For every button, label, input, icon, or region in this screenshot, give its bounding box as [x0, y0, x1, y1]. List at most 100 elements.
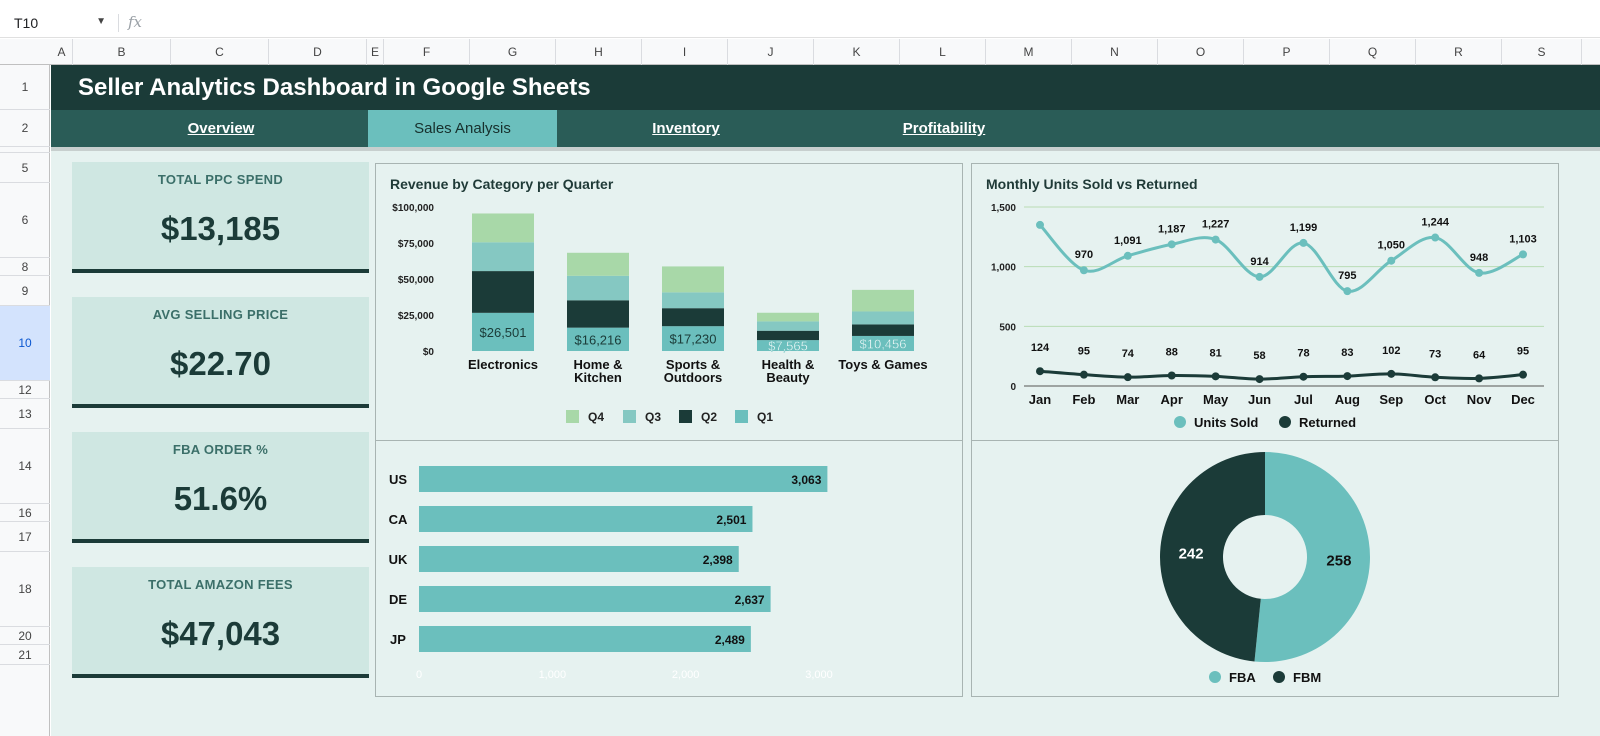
column-header-j[interactable]: J: [728, 39, 814, 65]
row-header-2[interactable]: 2: [0, 110, 50, 147]
revenue-chart-panel[interactable]: Revenue by Category per Quarter $0 $25,00…: [375, 163, 963, 441]
column-header-h[interactable]: H: [556, 39, 642, 65]
category-label: Toys & Games: [838, 357, 927, 372]
column-header-g[interactable]: G: [470, 39, 556, 65]
column-header-p[interactable]: P: [1244, 39, 1330, 65]
kpi-value: $13,185: [160, 210, 281, 247]
y-tick-label: $0: [423, 347, 435, 358]
name-box[interactable]: T10 ▼: [8, 12, 112, 34]
data-label: 102: [1382, 345, 1400, 357]
data-label: $16,216: [575, 332, 622, 347]
legend-marker: [1273, 671, 1285, 683]
category-label: DE: [389, 592, 407, 607]
x-tick-label: 1,000: [539, 669, 567, 681]
x-tick-label: Mar: [1116, 392, 1139, 407]
series-line-returned: [1039, 369, 1524, 381]
data-point: [1036, 220, 1044, 229]
y-tick-label: $75,000: [398, 239, 435, 250]
kpi-label: TOTAL PPC SPEND: [157, 172, 284, 187]
data-label: $26,501: [480, 325, 527, 340]
data-label: 2,501: [716, 513, 746, 527]
legend-marker: [1209, 671, 1221, 683]
dashboard-title: Seller Analytics Dashboard in Google She…: [51, 65, 1600, 110]
column-header-c[interactable]: C: [171, 39, 269, 65]
column-header-i[interactable]: I: [642, 39, 728, 65]
kpi-label: TOTAL AMAZON FEES: [148, 577, 293, 592]
data-label: 914: [1250, 256, 1269, 268]
tab-profitability[interactable]: Profitability: [902, 120, 986, 137]
row-header-12[interactable]: 12: [0, 381, 50, 399]
data-label: 1,244: [1421, 217, 1449, 229]
data-point: [1255, 272, 1264, 281]
column-header-q[interactable]: Q: [1330, 39, 1416, 65]
row-header-5[interactable]: 5: [0, 153, 50, 183]
data-label: 242: [1179, 545, 1204, 562]
data-label: 1,050: [1378, 240, 1406, 252]
row-header-18[interactable]: 18: [0, 552, 50, 627]
tab-overview[interactable]: Overview: [187, 120, 255, 137]
bar: [419, 506, 753, 532]
legend-label: Q4: [588, 410, 604, 424]
data-point: [1079, 370, 1088, 379]
column-header-b[interactable]: B: [73, 39, 171, 65]
column-header-r[interactable]: R: [1416, 39, 1502, 65]
category-label: Home &: [573, 357, 622, 372]
row-header-8[interactable]: 8: [0, 258, 50, 276]
country-bar-chart: US 3,063 CA 2,501 UK 2,398 DE 2,637 JP 2,489 0 1,00…: [389, 466, 833, 681]
country-bar-chart-panel[interactable]: US 3,063 CA 2,501 UK 2,398 DE 2,637 JP 2,489 0 1,00…: [375, 440, 963, 697]
category-label: Beauty: [766, 370, 810, 385]
data-label: 64: [1473, 349, 1486, 361]
data-label: 81: [1210, 347, 1222, 359]
bar-segment-q3: [852, 311, 914, 325]
legend-swatch-q1: [735, 410, 748, 423]
row-header-14[interactable]: 14: [0, 429, 50, 504]
data-point: [1475, 268, 1484, 277]
row-header-17[interactable]: 17: [0, 522, 50, 552]
category-label: JP: [390, 632, 406, 647]
row-header-10[interactable]: 10: [0, 306, 50, 381]
data-label: 124: [1031, 342, 1050, 354]
column-header-n[interactable]: N: [1072, 39, 1158, 65]
fulfillment-donut-chart: 258 242 FBA FBM: [1160, 452, 1370, 685]
row-header-16[interactable]: 16: [0, 504, 50, 522]
row-header-20[interactable]: 20: [0, 627, 50, 645]
column-header-f[interactable]: F: [384, 39, 470, 65]
column-header-o[interactable]: O: [1158, 39, 1244, 65]
kpi-card-avg-selling-price: AVG SELLING PRICE $22.70: [72, 297, 369, 408]
column-header-e[interactable]: E: [367, 39, 384, 65]
column-header-s[interactable]: S: [1502, 39, 1582, 65]
tab-inventory[interactable]: Inventory: [652, 120, 720, 137]
chevron-down-icon[interactable]: ▼: [96, 16, 106, 27]
column-header-m[interactable]: M: [986, 39, 1072, 65]
row-header-4[interactable]: [0, 147, 50, 153]
column-header-a[interactable]: A: [51, 39, 73, 65]
data-label: 2,637: [735, 593, 765, 607]
category-label: Health &: [762, 357, 815, 372]
data-label: 948: [1470, 252, 1488, 264]
kpi-value: $47,043: [160, 615, 281, 652]
data-label: $7,565: [768, 339, 808, 354]
tab-sales-analysis[interactable]: Sales Analysis: [368, 110, 557, 147]
legend-label: Returned: [1299, 415, 1356, 430]
row-header-13[interactable]: 13: [0, 399, 50, 429]
data-label: $17,230: [670, 332, 717, 347]
legend-label: Units Sold: [1194, 415, 1258, 430]
kpi-label: FBA ORDER %: [172, 442, 269, 457]
revenue-by-category-chart: $0 $25,000 $50,000 $75,000 $100,000 $26,501 El…: [392, 203, 927, 424]
bar-segment-q1: [472, 312, 534, 351]
data-point: [1343, 372, 1352, 381]
data-label: 1,227: [1202, 219, 1230, 231]
column-header-d[interactable]: D: [269, 39, 367, 65]
row-header-6[interactable]: 6: [0, 183, 50, 258]
kpi-card-fba-order: FBA ORDER % 51.6%: [72, 432, 369, 543]
category-label: CA: [389, 512, 408, 527]
column-header-l[interactable]: L: [900, 39, 986, 65]
row-header-9[interactable]: 9: [0, 276, 50, 306]
data-label: 258: [1326, 553, 1351, 570]
row-header-1[interactable]: 1: [0, 65, 50, 110]
row-header-21[interactable]: 21: [0, 645, 50, 665]
monthly-units-chart-panel[interactable]: Monthly Units Sold vs Returned 0 500 1,000…: [971, 163, 1559, 441]
fulfillment-donut-panel[interactable]: 258 242 FBA FBM: [971, 440, 1559, 697]
column-header-k[interactable]: K: [814, 39, 900, 65]
data-point: [1519, 250, 1527, 259]
